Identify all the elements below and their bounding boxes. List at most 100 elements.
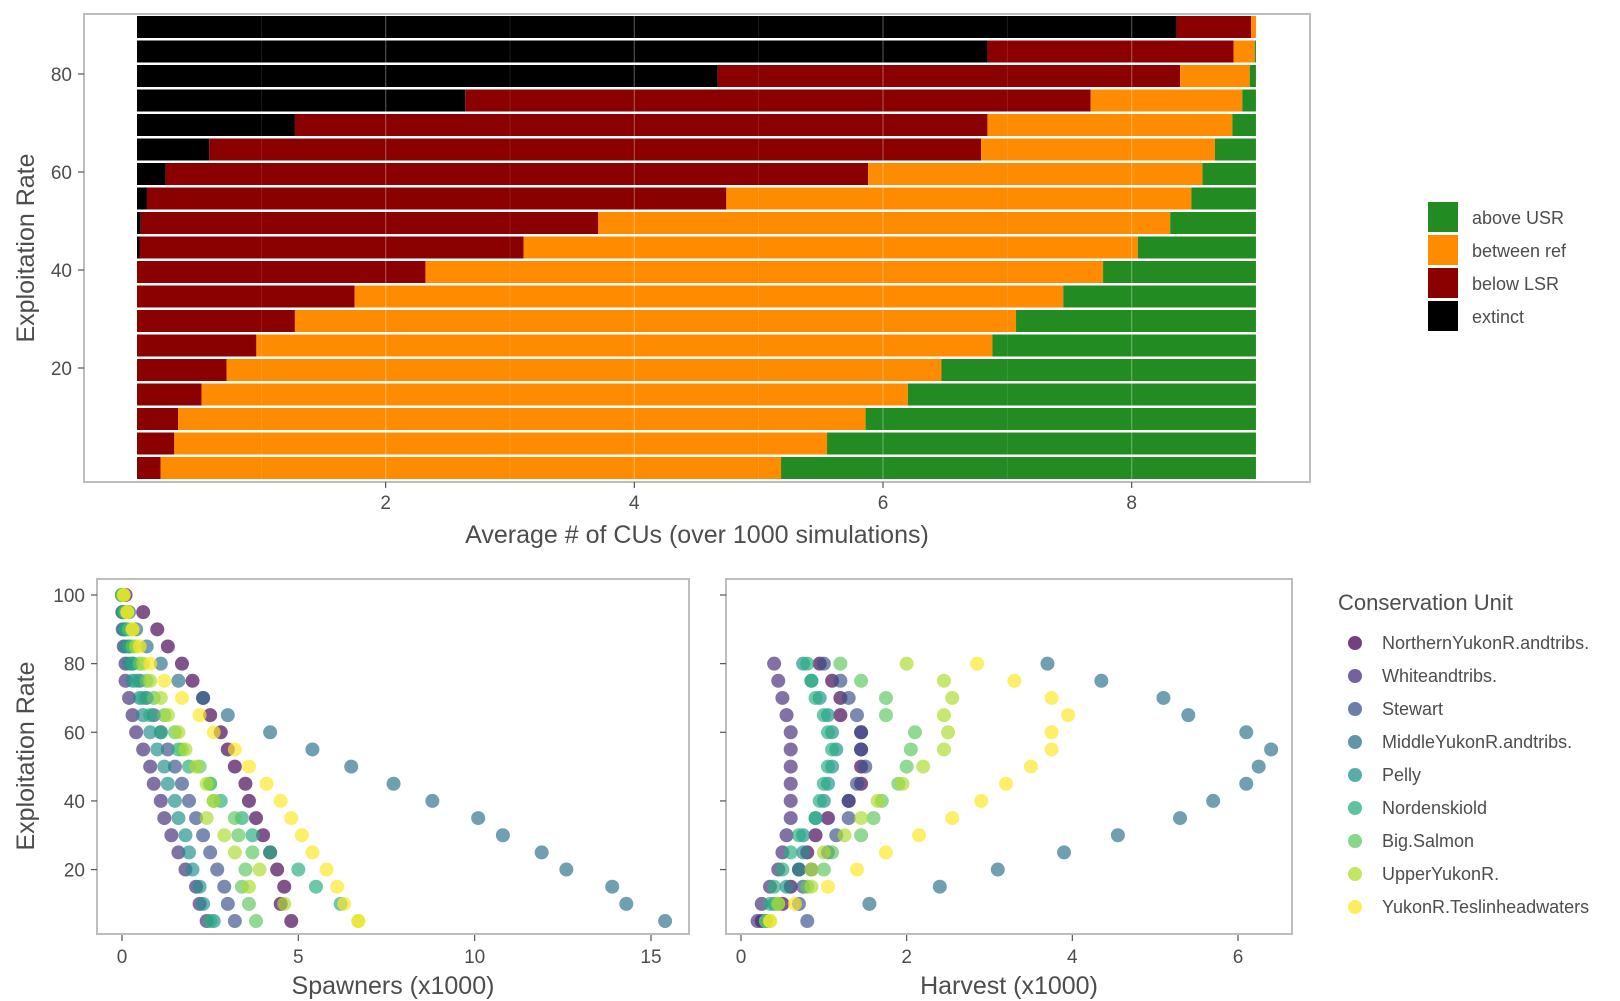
bar-segment (726, 187, 1192, 210)
harvest-point (1044, 690, 1059, 705)
harvest-point (854, 673, 869, 688)
bar-segment (137, 138, 210, 161)
harvest-point (1239, 725, 1254, 740)
harvest-point (833, 708, 848, 723)
spawners-points (115, 588, 673, 929)
harvest-point (783, 759, 798, 774)
spawners-point (241, 896, 256, 911)
spawners-point (150, 622, 165, 637)
bar-segment (137, 16, 1177, 38)
legend-swatch (1428, 268, 1458, 298)
bar-segment (137, 383, 202, 406)
cu-legend-key (1348, 636, 1362, 650)
spawners-point (619, 896, 634, 911)
spawners-point (185, 862, 200, 877)
bar-segment (137, 334, 257, 357)
harvest-point (974, 793, 989, 808)
bar-segment (981, 138, 1215, 161)
spawners-point (143, 656, 158, 671)
bar-y-axis-title: Exploitation Rate (12, 153, 40, 342)
harvest-point (932, 879, 947, 894)
spawners-point (167, 759, 182, 774)
spawners-point (182, 793, 197, 808)
spawners-point (277, 879, 292, 894)
harvest-point (800, 656, 815, 671)
spawners-point (196, 690, 211, 705)
harvest-point (945, 690, 960, 705)
bar-x-tick-label: 2 (380, 493, 391, 514)
spawners-plot-frame (96, 578, 690, 935)
harvest-point (812, 793, 827, 808)
harvest-point (999, 776, 1014, 791)
harvest-point (1044, 742, 1059, 757)
spawners-point (125, 622, 140, 637)
conservation-unit-legend: Conservation Unit NorthernYukonR.andtrib… (1338, 590, 1589, 917)
legend-label: below LSR (1472, 274, 1559, 294)
harvest-point (779, 828, 794, 843)
cu-legend-items: NorthernYukonR.andtribs. Whiteandtribs. St… (1348, 633, 1589, 917)
spawners-point (160, 639, 175, 654)
cu-legend-label: Whiteandtribs. (1382, 666, 1497, 686)
harvest-point (1156, 690, 1171, 705)
harvest-point (816, 708, 831, 723)
spawners-point (185, 673, 200, 688)
spawners-point (122, 690, 137, 705)
bar-segment (174, 432, 828, 455)
bar-segment (425, 261, 1104, 283)
cu-legend-key (1348, 834, 1362, 848)
harvest-point (841, 811, 856, 826)
harvest-point (916, 759, 931, 774)
spawners-point (157, 673, 172, 688)
legend-swatch (1428, 202, 1458, 232)
spawners-point (351, 914, 366, 929)
harvest-point (895, 776, 910, 791)
spawners-point (160, 742, 175, 757)
spawners-y-axis-title: Exploitation Rate (12, 661, 40, 850)
bar-segment (1191, 187, 1256, 210)
harvest-point (970, 656, 985, 671)
spawners-point (143, 708, 158, 723)
bar-segment (294, 310, 1017, 332)
harvest-point (833, 656, 848, 671)
spawners-point (171, 725, 186, 740)
legend-label: between ref (1472, 241, 1567, 261)
harvest-point (808, 690, 823, 705)
bar-segment (1242, 89, 1256, 112)
harvest-point (841, 690, 856, 705)
bar-segment (1251, 16, 1256, 38)
spawners-point (171, 845, 186, 860)
spawners-point (308, 879, 323, 894)
bar-x-tick-label: 8 (1126, 493, 1137, 514)
spawners-point (206, 725, 221, 740)
harvest-point (787, 896, 802, 911)
spawners-point (199, 811, 214, 826)
spawners-point (136, 742, 151, 757)
bar-segment (1180, 65, 1250, 87)
spawners-point (192, 879, 207, 894)
bar-segment (941, 359, 1256, 381)
harvest-point (775, 862, 790, 877)
spawners-point (153, 793, 168, 808)
spawners-point (136, 605, 151, 620)
harvest-point (762, 914, 777, 929)
spawners-point (217, 879, 232, 894)
cu-legend-label: UpperYukonR. (1382, 864, 1499, 884)
spawners-point (143, 725, 158, 740)
harvest-point (1094, 673, 1109, 688)
spawners-point (471, 811, 486, 826)
bar-segment (165, 163, 869, 185)
harvest-point (804, 673, 819, 688)
cu-legend-key (1348, 900, 1362, 914)
harvest-point (791, 862, 806, 877)
harvest-point (1264, 742, 1279, 757)
bar-segment (1063, 285, 1256, 308)
bar-segment (354, 285, 1064, 308)
bar-segment (160, 457, 782, 479)
harvest-point (791, 828, 806, 843)
harvest-point (775, 690, 790, 705)
bar-plot-frame (83, 13, 1311, 483)
bar-segment (1137, 236, 1256, 259)
bar-segment (827, 432, 1256, 455)
harvest-point (800, 914, 815, 929)
spawners-point (241, 793, 256, 808)
